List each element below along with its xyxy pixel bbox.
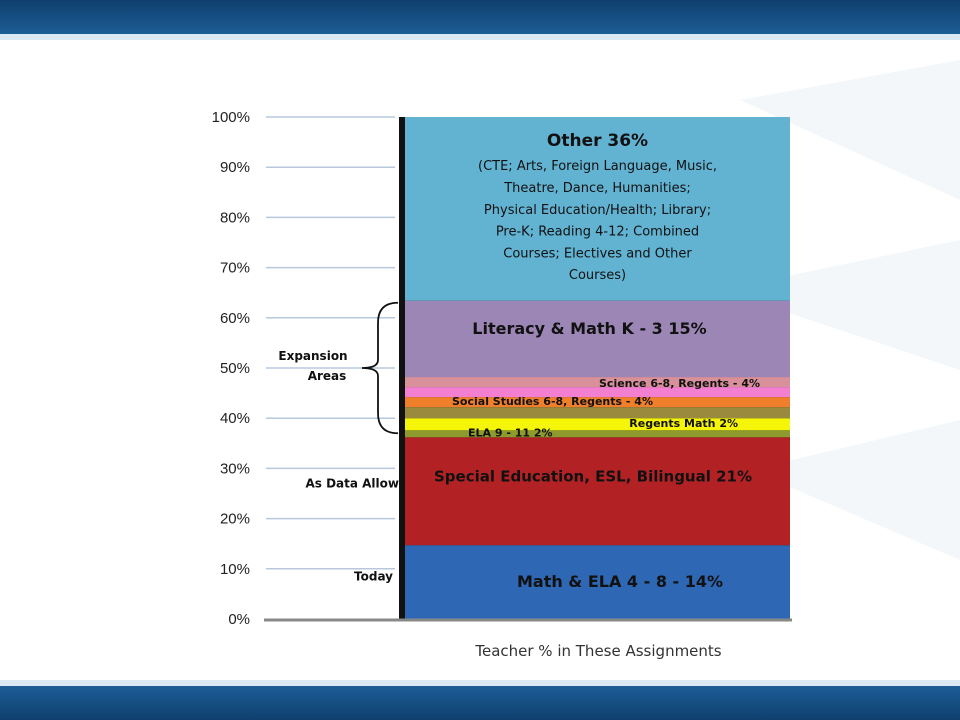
y-tick-label: 60% <box>220 310 250 327</box>
segment-special-education <box>405 437 790 546</box>
y-axis-ticks: 0% 10% 20% 30% 40% 50% 60% 70% 80% 90% 100% <box>212 109 250 628</box>
label-other: Other 36% <box>547 131 648 151</box>
y-tick-label: 20% <box>220 511 250 528</box>
segment-social-studies <box>405 397 790 408</box>
y-tick-label: 30% <box>220 460 250 477</box>
y-tick-label: 100% <box>212 109 250 126</box>
gridlines <box>266 116 395 570</box>
y-tick-label: 10% <box>220 561 250 578</box>
other-description-line: Theatre, Dance, Humanities; <box>503 181 691 196</box>
segment-olive-band <box>405 407 790 419</box>
segment-other <box>405 117 790 301</box>
other-description-line: Pre-K; Reading 4-12; Combined <box>496 225 699 240</box>
label-science: Science 6-8, Regents - 4% <box>599 377 760 390</box>
y-tick-label: 80% <box>220 209 250 226</box>
y-tick-label: 40% <box>220 410 250 427</box>
segment-regents-math <box>405 418 790 431</box>
segment-math-ela-4-8 <box>405 545 790 619</box>
label-special-education: Special Education, ESL, Bilingual 21% <box>434 467 752 485</box>
other-description-line: Physical Education/Health; Library; <box>484 203 711 218</box>
annotations: Expansion Areas As Data Allow Today <box>278 301 399 583</box>
segment-pink-band <box>405 377 790 388</box>
other-description-line: Courses; Electives and Other <box>503 246 692 261</box>
y-tick-label: 90% <box>220 159 250 176</box>
y-tick-label: 50% <box>220 360 250 377</box>
today-label: Today <box>354 569 393 583</box>
footer-band <box>0 686 960 720</box>
expansion-label-line1: Expansion <box>278 349 347 363</box>
y-tick-label: 70% <box>220 260 250 277</box>
label-social-studies: Social Studies 6-8, Regents - 4% <box>452 395 653 408</box>
expansion-label-line2: Areas <box>308 369 347 383</box>
segment-ela-9-11 <box>405 430 790 438</box>
footer-accent-line <box>0 680 960 686</box>
as-data-allow-label: As Data Allow <box>305 476 399 490</box>
header-accent-line <box>0 34 960 40</box>
x-axis-label: Teacher % in These Assignments <box>474 642 721 660</box>
segment-science <box>405 387 790 398</box>
label-regents-math: Regents Math 2% <box>629 417 738 430</box>
label-literacy-math-k3: Literacy & Math K - 3 15% <box>472 319 706 338</box>
background-decoration <box>720 60 960 560</box>
expansion-brace <box>361 301 399 435</box>
other-description-line: (CTE; Arts, Foreign Language, Music, <box>478 159 717 174</box>
segment-labels: Other 36% Literacy & Math K - 3 15% Specia… <box>434 131 760 591</box>
segment-literacy-math-k3 <box>405 300 790 378</box>
header-band <box>0 0 960 34</box>
label-math-ela-4-8: Math & ELA 4 - 8 - 14% <box>517 572 723 591</box>
label-ela-9-11: ELA 9 - 11 2% <box>468 426 553 439</box>
y-tick-label: 0% <box>228 611 250 628</box>
bar-segments <box>405 117 790 619</box>
other-description-line: Courses) <box>569 268 626 283</box>
